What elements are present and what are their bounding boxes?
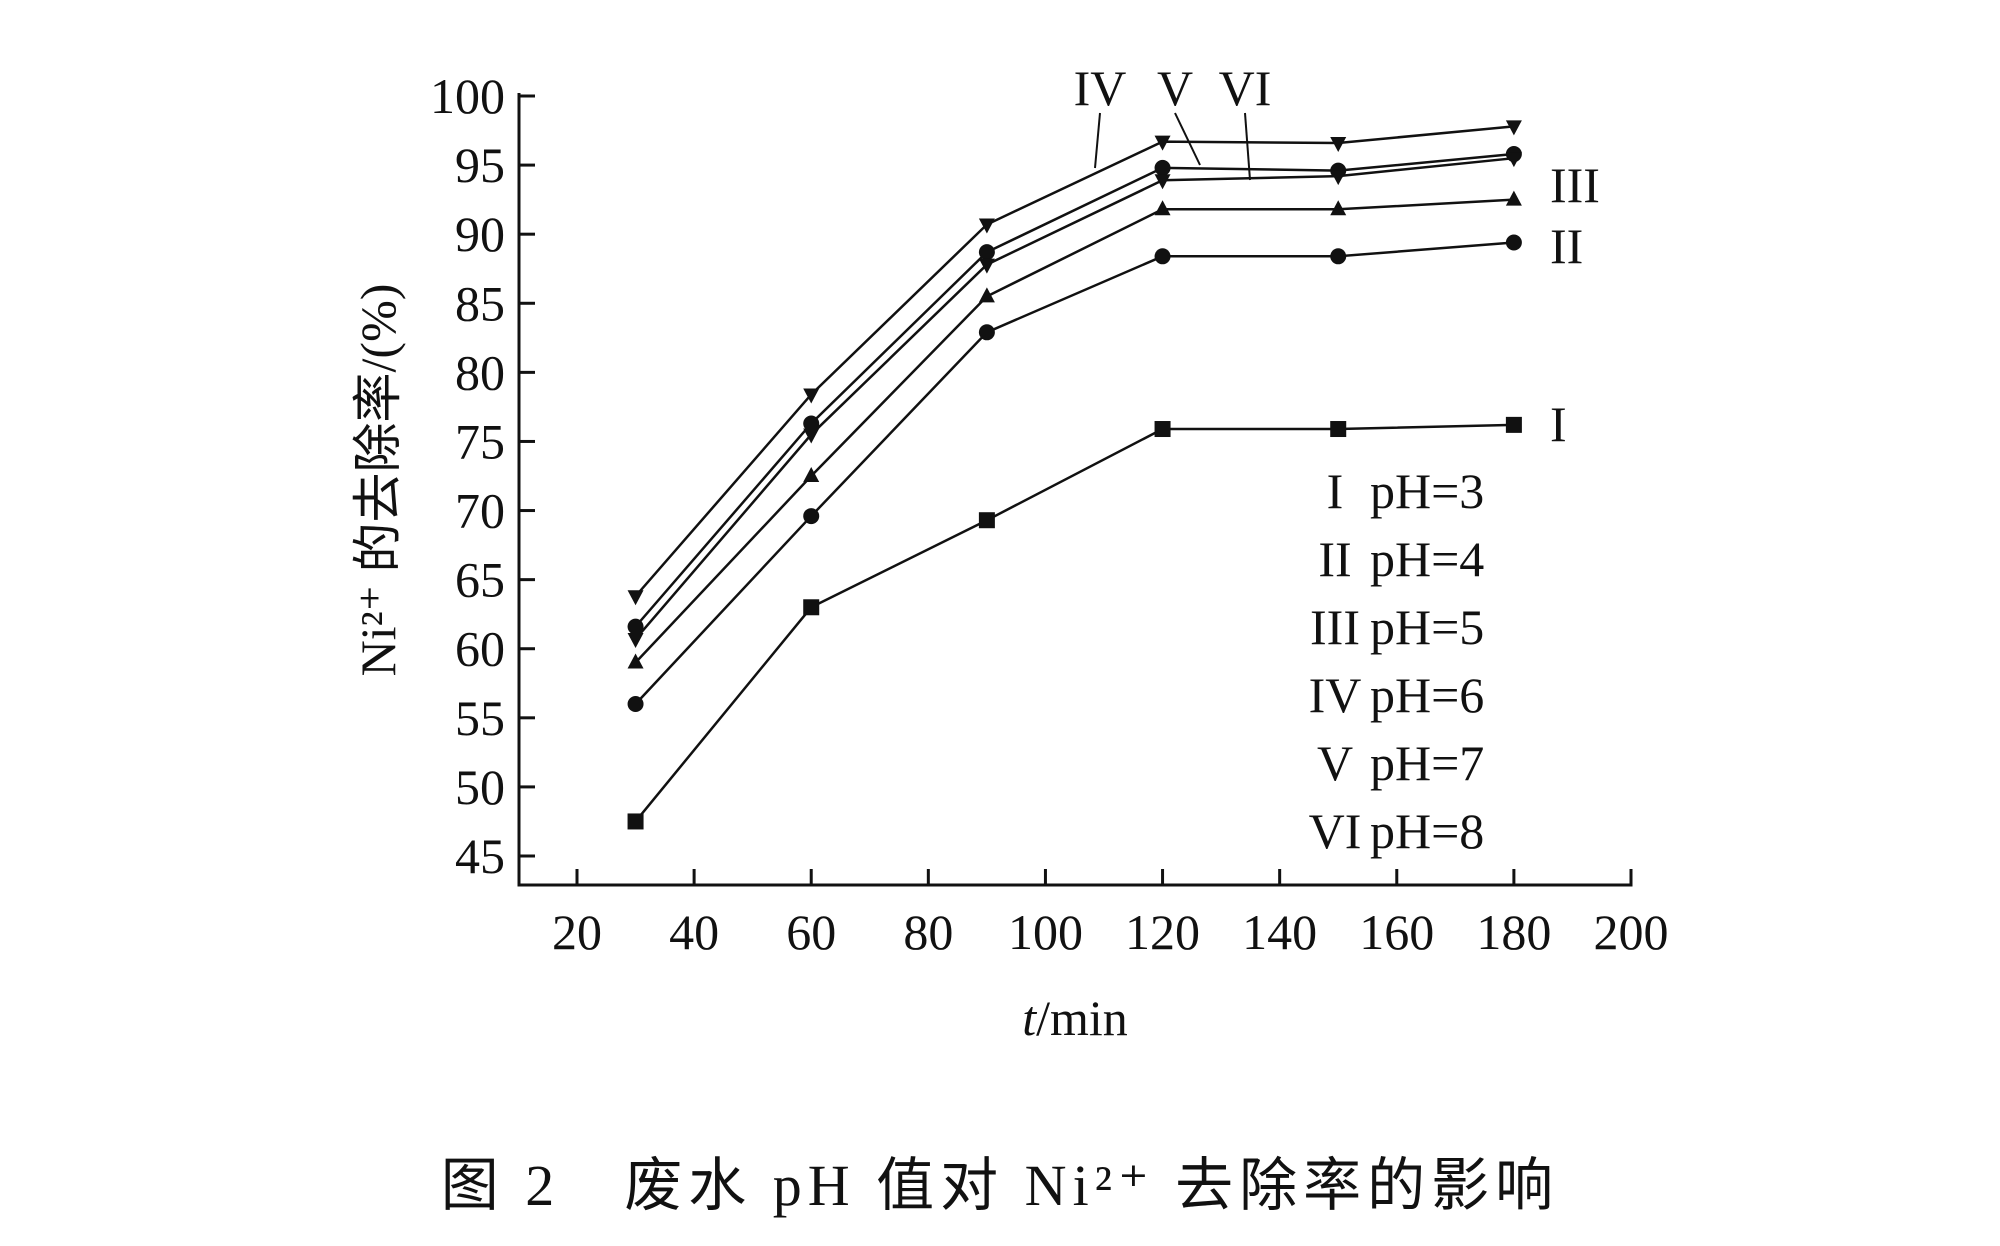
series-line [634,198,1514,664]
marker-circle [1154,248,1171,265]
y-tick-label: 100 [430,68,505,124]
series-line [634,152,1515,628]
series-label-IV: IV [1074,60,1127,116]
x-tick-label: 40 [669,904,719,960]
marker-circle [978,244,995,261]
legend-numeral: IV [1309,667,1362,723]
series-III [627,190,1522,669]
series-line [634,423,1514,823]
series-line [634,156,1515,640]
y-tick-label: 80 [455,344,505,400]
marker-circle [978,324,995,341]
marker-triangle-up [978,287,995,303]
y-tick-label: 45 [455,828,505,884]
series-II [627,234,1522,712]
legend-entry: pH=3 [1370,463,1484,519]
series-line [634,241,1514,705]
legend-entry: pH=4 [1370,531,1484,587]
y-axis-label: Ni²⁺ 的去除率/(%) [350,284,406,677]
legend-entry: pH=6 [1370,667,1484,723]
y-tick-label: 95 [455,137,505,193]
y-tick-label: 70 [455,483,505,539]
marker-triangle-down [1154,135,1171,151]
marker-circle [627,696,644,712]
series-label-VI: VI [1219,60,1272,116]
marker-triangle-down [627,590,644,606]
marker-circle [803,508,820,525]
marker-square [1330,421,1347,438]
legend-numeral: VI [1309,803,1362,859]
x-tick-label: 160 [1359,904,1434,960]
marker-triangle-down [1505,152,1522,168]
series-line [634,125,1515,598]
series-VI [627,152,1522,649]
y-tick-label: 65 [455,552,505,608]
marker-square [1505,416,1522,433]
axes: 45 50 55 60 65 70 75 80 85 90 95 100 20 40 60 80 100 120 1… [430,68,1669,960]
leader-line [1094,112,1101,169]
marker-triangle-down [803,388,820,404]
leader-line [1244,112,1251,181]
y-tick-label: 55 [455,690,505,746]
x-tick-label: 60 [786,904,836,960]
series-IV [627,120,1522,606]
x-tick-label: 180 [1476,904,1551,960]
marker-triangle-down [627,633,644,649]
legend-numeral: III [1310,599,1360,655]
marker-square [978,512,995,529]
x-tick-label: 120 [1125,904,1200,960]
marker-triangle-up [627,653,644,669]
marker-square [803,599,820,616]
marker-triangle-up [803,467,820,482]
x-tick-label: 100 [1008,904,1083,960]
marker-triangle-up [1330,200,1347,216]
marker-triangle-down [1330,136,1347,152]
series-I [627,416,1522,830]
series-group [627,120,1522,830]
marker-triangle-down [1505,120,1522,136]
legend-entry: pH=7 [1370,735,1484,791]
leader-line [1174,112,1201,166]
series-label-I: I [1550,396,1567,452]
y-tick-label: 75 [455,413,505,469]
marker-triangle-down [1330,170,1347,186]
x-tick-label: 200 [1594,904,1669,960]
x-axis-label: t/min [1022,990,1128,1046]
marker-triangle-up [1154,200,1171,216]
marker-triangle-down [978,218,995,234]
legend-numeral: I [1327,463,1344,519]
y-tick-label: 50 [455,759,505,815]
marker-circle [627,618,644,635]
x-tick-label: 80 [903,904,953,960]
figure-caption: 图 2 废水 pH 值对 Ni²⁺ 去除率的影响 [441,1153,1559,1218]
marker-triangle-down [1154,174,1171,190]
series-label-III: III [1550,157,1600,213]
marker-triangle-down [978,258,995,274]
marker-circle [1154,159,1171,176]
marker-triangle-down [803,428,820,444]
legend-entry: pH=8 [1370,803,1484,859]
x-tick-label: 140 [1242,904,1317,960]
marker-square [1154,421,1171,438]
legend-numeral: V [1317,735,1353,791]
marker-circle [1505,234,1522,251]
y-tick-label: 90 [455,206,505,262]
marker-circle [803,415,820,432]
legend-numeral: II [1318,531,1351,587]
marker-square [627,813,644,830]
y-tick-label: 85 [455,275,505,331]
series-label-II: II [1550,218,1583,274]
series-label-V: V [1157,60,1193,116]
y-tick-label: 60 [455,621,505,677]
marker-circle [1330,248,1347,265]
marker-triangle-up [1505,190,1522,206]
x-tick-label: 20 [552,904,602,960]
legend-entry: pH=5 [1370,599,1484,655]
